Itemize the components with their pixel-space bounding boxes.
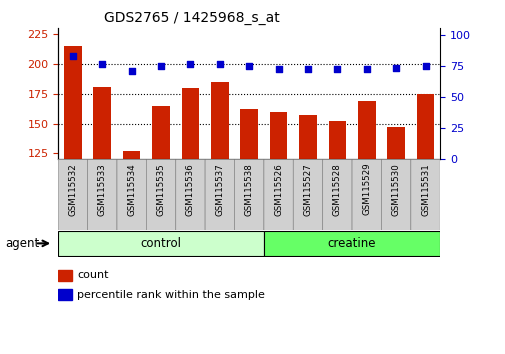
Bar	[240, 109, 258, 159]
Text: GSM115537: GSM115537	[215, 163, 224, 216]
Text: GSM115532: GSM115532	[68, 163, 77, 216]
Bar	[298, 115, 316, 159]
Bar	[64, 46, 81, 159]
FancyBboxPatch shape	[58, 231, 264, 256]
Point	[362, 67, 370, 72]
Text: GSM115530: GSM115530	[391, 163, 400, 216]
Text: GSM115526: GSM115526	[274, 163, 282, 216]
Point	[186, 62, 194, 67]
FancyBboxPatch shape	[175, 159, 205, 231]
Bar	[123, 151, 140, 159]
Text: GSM115529: GSM115529	[362, 163, 371, 216]
Point	[391, 65, 399, 71]
Text: percentile rank within the sample: percentile rank within the sample	[77, 290, 264, 299]
Bar	[181, 88, 199, 159]
FancyBboxPatch shape	[146, 159, 175, 231]
Text: GSM115538: GSM115538	[244, 163, 253, 216]
Point	[245, 63, 253, 69]
Text: GSM115527: GSM115527	[303, 163, 312, 216]
Point	[421, 63, 429, 69]
Point	[333, 67, 341, 72]
Text: GSM115535: GSM115535	[156, 163, 165, 216]
FancyBboxPatch shape	[351, 159, 381, 231]
FancyBboxPatch shape	[322, 159, 351, 231]
Point	[98, 62, 106, 67]
FancyBboxPatch shape	[205, 159, 234, 231]
FancyBboxPatch shape	[117, 159, 146, 231]
Point	[304, 67, 312, 72]
Text: creatine: creatine	[327, 237, 376, 250]
Text: GSM115531: GSM115531	[420, 163, 429, 216]
Bar	[357, 101, 375, 159]
FancyBboxPatch shape	[381, 159, 410, 231]
Text: GSM115534: GSM115534	[127, 163, 136, 216]
Text: agent: agent	[5, 237, 39, 250]
Text: GSM115533: GSM115533	[97, 163, 107, 216]
Text: GDS2765 / 1425968_s_at: GDS2765 / 1425968_s_at	[104, 11, 279, 25]
Bar	[58, 270, 71, 281]
FancyBboxPatch shape	[58, 159, 87, 231]
FancyBboxPatch shape	[234, 159, 264, 231]
Bar	[58, 289, 71, 300]
Text: GSM115528: GSM115528	[332, 163, 341, 216]
Bar	[328, 121, 345, 159]
Point	[69, 53, 77, 59]
Bar	[152, 106, 170, 159]
FancyBboxPatch shape	[293, 159, 322, 231]
FancyBboxPatch shape	[264, 231, 439, 256]
Text: GSM115536: GSM115536	[185, 163, 194, 216]
Point	[157, 63, 165, 69]
Bar	[269, 112, 287, 159]
Point	[215, 62, 223, 67]
Bar	[211, 82, 228, 159]
FancyBboxPatch shape	[410, 159, 439, 231]
Bar	[93, 87, 111, 159]
FancyBboxPatch shape	[87, 159, 117, 231]
Point	[274, 67, 282, 72]
Point	[127, 68, 135, 74]
Bar	[416, 94, 433, 159]
Text: count: count	[77, 270, 108, 280]
Bar	[386, 127, 404, 159]
FancyBboxPatch shape	[264, 159, 293, 231]
Text: control: control	[140, 237, 181, 250]
